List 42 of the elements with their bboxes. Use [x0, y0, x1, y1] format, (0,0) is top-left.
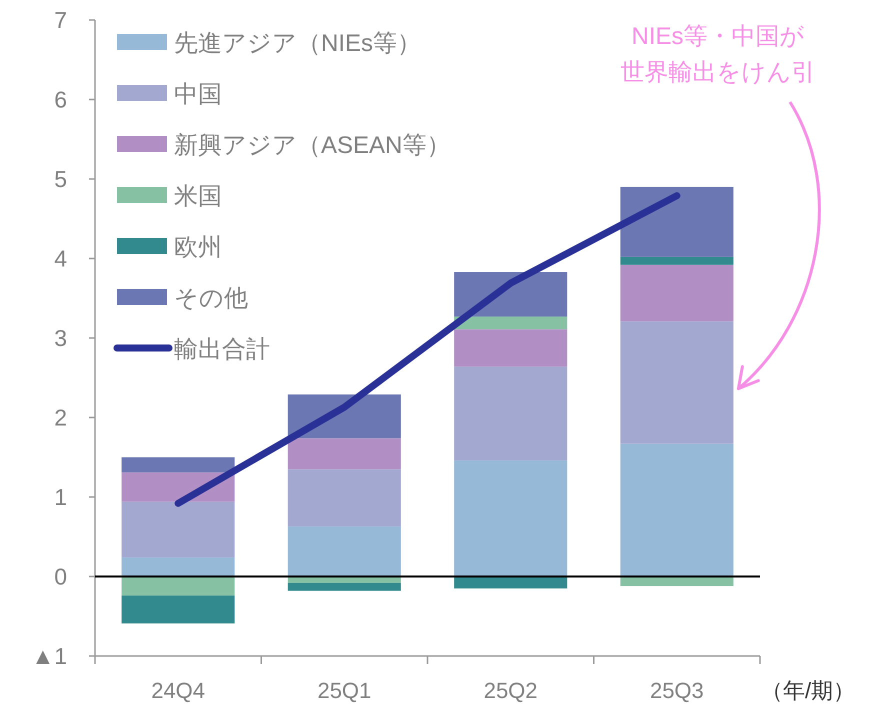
y-tick-label: 0 — [54, 564, 67, 590]
legend-label: 欧州 — [174, 234, 222, 261]
legend-label: その他 — [174, 285, 248, 312]
annotation: NIEs等・中国が — [631, 23, 805, 50]
bar — [122, 557, 235, 576]
legend-label: 輸出合計 — [174, 336, 270, 363]
legend-label: 中国 — [174, 81, 222, 108]
bar — [122, 576, 235, 596]
y-tick-label: ▲1 — [31, 643, 67, 669]
bar — [620, 321, 734, 444]
legend-label: 米国 — [174, 183, 222, 210]
bar — [288, 526, 401, 576]
y-tick-label: 1 — [54, 484, 67, 510]
bar — [454, 460, 568, 576]
bar — [288, 469, 401, 526]
bar — [620, 186, 734, 257]
x-tick-label: 25Q3 — [650, 678, 704, 703]
bar — [620, 264, 734, 322]
annotation: 世界輸出をけん引 — [620, 59, 816, 86]
y-tick-label: 5 — [54, 166, 67, 192]
y-tick-label: 2 — [54, 404, 67, 430]
x-tick-label: 25Q2 — [484, 678, 538, 703]
bar — [454, 576, 568, 588]
bar — [122, 457, 235, 472]
x-tick-label: 25Q1 — [317, 678, 372, 703]
bar — [454, 316, 568, 330]
x-axis-title: （年/期） — [760, 678, 856, 703]
bar — [620, 256, 734, 265]
bar — [122, 502, 235, 558]
bar — [454, 329, 568, 367]
bar — [620, 444, 734, 576]
bar — [288, 438, 401, 470]
y-tick-label: 6 — [54, 86, 67, 112]
legend-label: 新興アジア（ASEAN等） — [174, 132, 450, 159]
legend-label: 先進アジア（NIEs等） — [174, 30, 422, 57]
y-tick-label: 7 — [54, 7, 67, 33]
y-tick-label: 4 — [54, 246, 68, 272]
bar — [122, 596, 235, 624]
bar — [454, 366, 568, 460]
bar — [288, 582, 401, 591]
y-tick-label: 3 — [54, 325, 67, 351]
x-tick-label: 24Q4 — [151, 678, 206, 703]
